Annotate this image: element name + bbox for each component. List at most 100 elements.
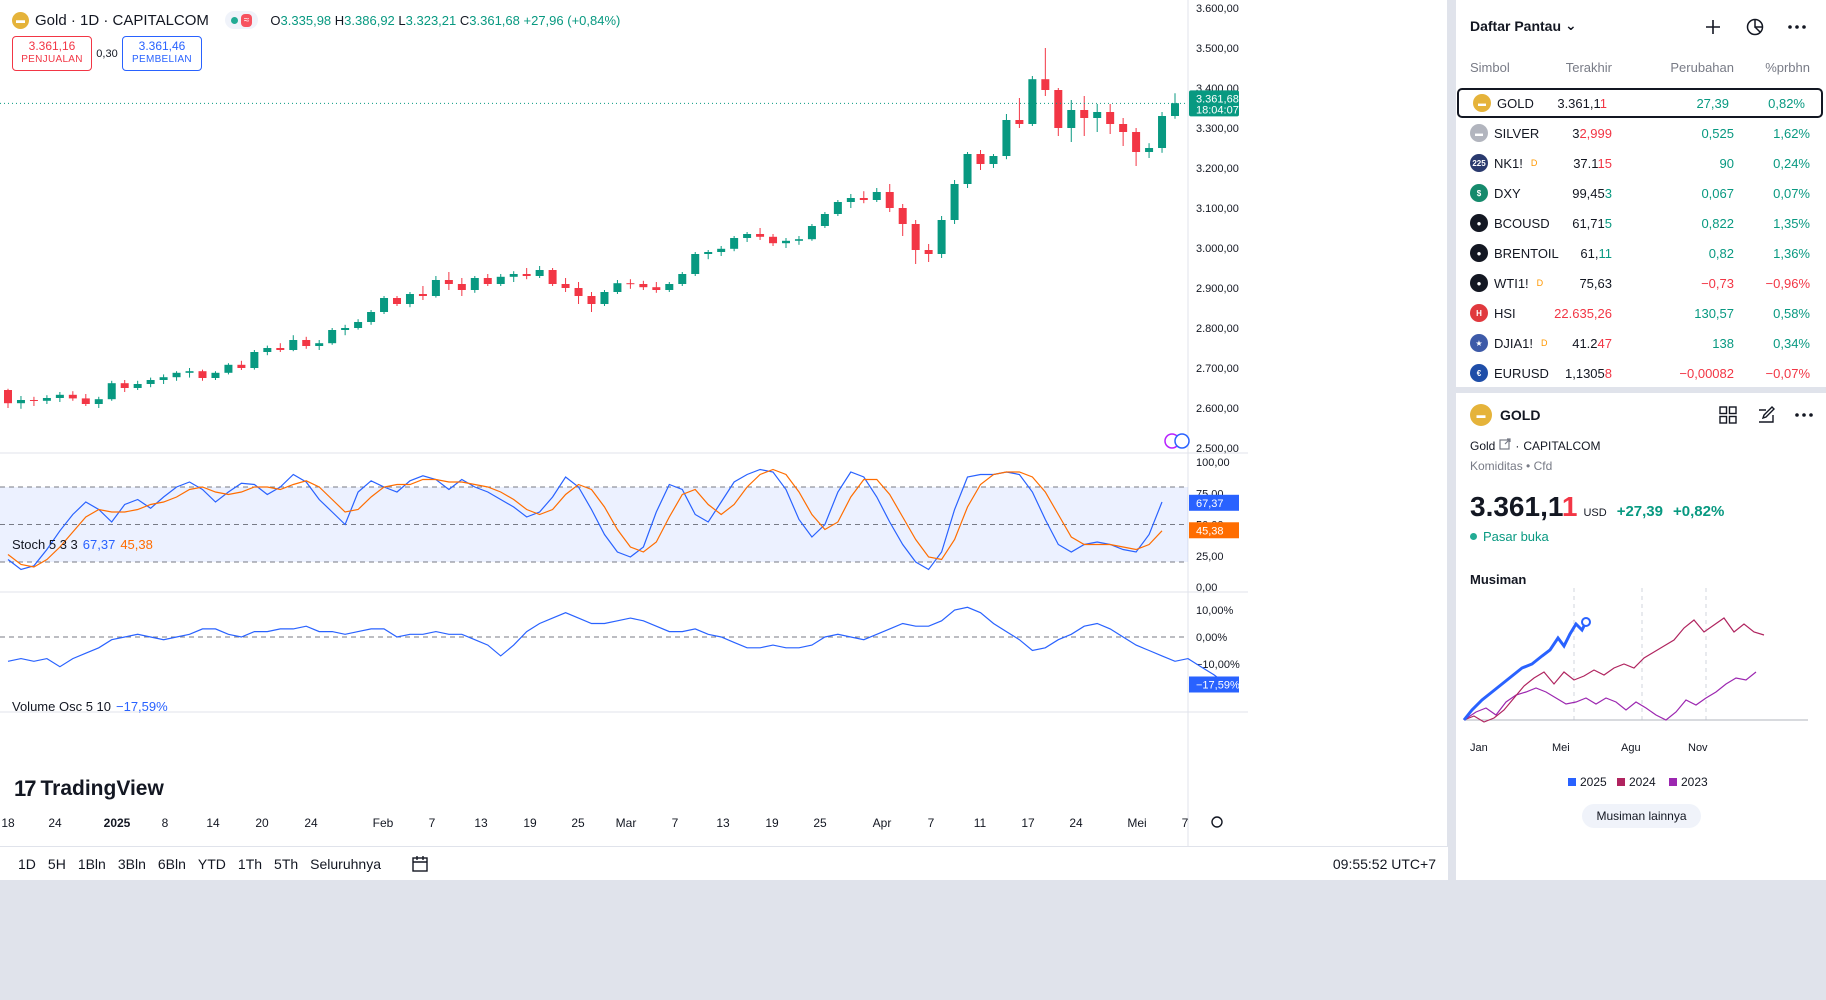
watchlist-row-silver[interactable]: ▬ SILVER 32,999 0,525 1,62% xyxy=(1456,118,1826,148)
tradingview-logo[interactable]: 17 TradingView xyxy=(14,776,164,802)
oil-drop-icon: ● xyxy=(1470,244,1488,262)
watchlist-row-djia1[interactable]: ★ DJIA1! D 41.247 138 0,34% xyxy=(1456,328,1826,358)
grid-view-icon[interactable] xyxy=(1717,404,1739,426)
time-tick-label: 20 xyxy=(255,816,269,830)
settings-gear-icon[interactable] xyxy=(1211,816,1223,828)
legend-label: 2024 xyxy=(1629,775,1656,789)
candle-body xyxy=(341,328,350,330)
candle-body xyxy=(613,283,622,292)
row-last-main: 3 xyxy=(1572,125,1580,141)
candle-body xyxy=(769,236,778,244)
price-tick-label: 3.100,00 xyxy=(1196,203,1239,215)
col-change[interactable]: Perubahan xyxy=(1670,60,1734,75)
legend-2025[interactable]: 2025 xyxy=(1568,775,1607,789)
watchlist-title-dropdown[interactable]: Daftar Pantau ⌄ xyxy=(1470,17,1577,34)
watchlist-row-gold[interactable]: ▬ GOLD 3.361,11 27,39 0,82% xyxy=(1457,88,1823,118)
volosc-legend[interactable]: Volume Osc 5 10 −17,59% xyxy=(12,699,168,714)
gold-symbol-icon: ▬ xyxy=(12,11,29,29)
watchlist-row-wti1[interactable]: ● WTI1! D 75,63 −0,73 −0,96% xyxy=(1456,268,1826,298)
row-last-price: 99,453 xyxy=(1572,186,1612,201)
row-symbol-cell: H HSI xyxy=(1470,304,1516,322)
symbol-title[interactable]: Gold · 1D · CAPITALCOM xyxy=(35,11,209,29)
more-options-icon[interactable] xyxy=(1793,404,1815,426)
range-6bln[interactable]: 6Bln xyxy=(157,855,186,872)
detail-price-main: 3.361,1 xyxy=(1470,491,1562,522)
panel-divider[interactable] xyxy=(1456,387,1826,393)
stoch-d-value: 45,38 xyxy=(120,537,153,552)
candle-body xyxy=(872,192,881,200)
legend-2023[interactable]: 2023 xyxy=(1669,775,1708,789)
range-1bln[interactable]: 1Bln xyxy=(77,855,106,872)
watchlist-row-dxy[interactable]: $ DXY 99,453 0,067 0,07% xyxy=(1456,178,1826,208)
time-tick-label: 18 xyxy=(1,816,15,830)
candle-body xyxy=(237,364,246,368)
watchlist-row-nk1[interactable]: 225 NK1! D 37.115 90 0,24% xyxy=(1456,148,1826,178)
watchlist-row-brentoil[interactable]: ● BRENTOIL 61,11 0,82 1,36% xyxy=(1456,238,1826,268)
candle-body xyxy=(782,240,790,244)
candle-body xyxy=(1067,110,1076,128)
seasonal-chart[interactable]: Jan Mei Agu Nov xyxy=(1456,580,1826,1000)
pie-chart-icon[interactable] xyxy=(1744,16,1766,38)
detail-symbol[interactable]: GOLD xyxy=(1500,407,1541,423)
col-change-pct[interactable]: %prbhn xyxy=(1765,60,1810,75)
row-last-price: 32,999 xyxy=(1572,126,1612,141)
range-1d[interactable]: 1D xyxy=(18,855,36,872)
candle-body xyxy=(250,352,259,368)
more-seasonals-button[interactable]: Musiman lainnya xyxy=(1582,804,1701,828)
chart-area[interactable]: 3.600,00 3.500,00 3.400,00 3.300,00 3.200,00… xyxy=(0,0,1448,880)
candle-body xyxy=(159,377,168,380)
edit-note-icon[interactable] xyxy=(1755,404,1777,426)
stoch-legend[interactable]: Stoch 5 3 3 67,37 45,38 xyxy=(12,537,153,552)
candle-body xyxy=(820,214,829,226)
stoch-k-axis-label xyxy=(1189,494,1239,511)
buy-button[interactable]: 3.361,46 PEMBELIAN xyxy=(122,36,202,71)
candle-body xyxy=(1145,148,1154,152)
external-link-icon[interactable] xyxy=(1499,438,1511,453)
range-seluruhnya[interactable]: Seluruhnya xyxy=(310,855,381,872)
row-symbol-cell: € EURUSD xyxy=(1470,364,1549,382)
volosc-axis-text: −17,59% xyxy=(1196,679,1240,691)
candle-body xyxy=(833,202,842,214)
last-price-label[interactable] xyxy=(1189,90,1239,117)
candle-body xyxy=(263,348,272,352)
stoch-k-value: 67,37 xyxy=(82,537,116,552)
price-chart[interactable]: 3.600,003.500,003.400,003.300,003.200,00… xyxy=(0,0,1448,846)
row-last-tick: 22.635,26 xyxy=(1554,305,1612,321)
seasonal-title[interactable]: Musiman xyxy=(1470,572,1527,587)
watchlist-row-bcousd[interactable]: ● BCOUSD 61,715 0,822 1,35% xyxy=(1456,208,1826,238)
candle-body xyxy=(937,220,946,254)
row-symbol: DJIA1! xyxy=(1494,335,1534,351)
more-options-icon[interactable] xyxy=(1786,16,1808,38)
watchlist-row-hsi[interactable]: H HSI 22.635,26 130,57 0,58% xyxy=(1456,298,1826,328)
col-last[interactable]: Terakhir xyxy=(1565,60,1612,75)
add-symbol-icon[interactable] xyxy=(1702,16,1724,38)
time-tick-label: 7 xyxy=(928,816,935,830)
time-tick-label: 25 xyxy=(813,816,827,830)
row-change: 90 xyxy=(1719,155,1734,171)
range-5th[interactable]: 5Th xyxy=(274,855,299,872)
col-symbol[interactable]: Simbol xyxy=(1470,60,1510,75)
range-1th[interactable]: 1Th xyxy=(237,855,263,872)
delayed-badge: D xyxy=(1541,338,1548,348)
stoch-k-line xyxy=(7,468,1163,571)
range-3bln[interactable]: 3Bln xyxy=(117,855,146,872)
time-tick-label: 7 xyxy=(1182,816,1189,830)
range-ytd[interactable]: YTD xyxy=(197,855,226,872)
timezone-clock[interactable]: 09:55:52 UTC+7 xyxy=(1332,855,1436,872)
seasonal-month-label: Mei xyxy=(1552,742,1570,754)
time-tick-label: 25 xyxy=(571,816,585,830)
sell-button[interactable]: 3.361,16 PENJUALAN xyxy=(12,36,92,71)
candle-body xyxy=(652,287,661,290)
candle-body xyxy=(380,298,389,312)
detail-exchange[interactable]: CAPITALCOM xyxy=(1523,438,1601,453)
ohlc-values: O3.335,98 H3.386,92 L3.323,21 C3.361,68 … xyxy=(270,13,620,28)
candle-body xyxy=(354,322,363,328)
market-status-pill[interactable]: ≈ xyxy=(224,11,259,29)
calendar-event-icon[interactable] xyxy=(1174,433,1190,449)
row-last-main: 3.361,1 xyxy=(1557,95,1600,111)
candle-body xyxy=(211,372,220,378)
range-5h[interactable]: 5H xyxy=(47,855,66,872)
goto-date-calendar-icon[interactable] xyxy=(409,854,431,874)
legend-2024[interactable]: 2024 xyxy=(1617,775,1656,789)
watchlist-row-eurusd[interactable]: € EURUSD 1,13058 −0,00082 −0,07% xyxy=(1456,358,1826,388)
